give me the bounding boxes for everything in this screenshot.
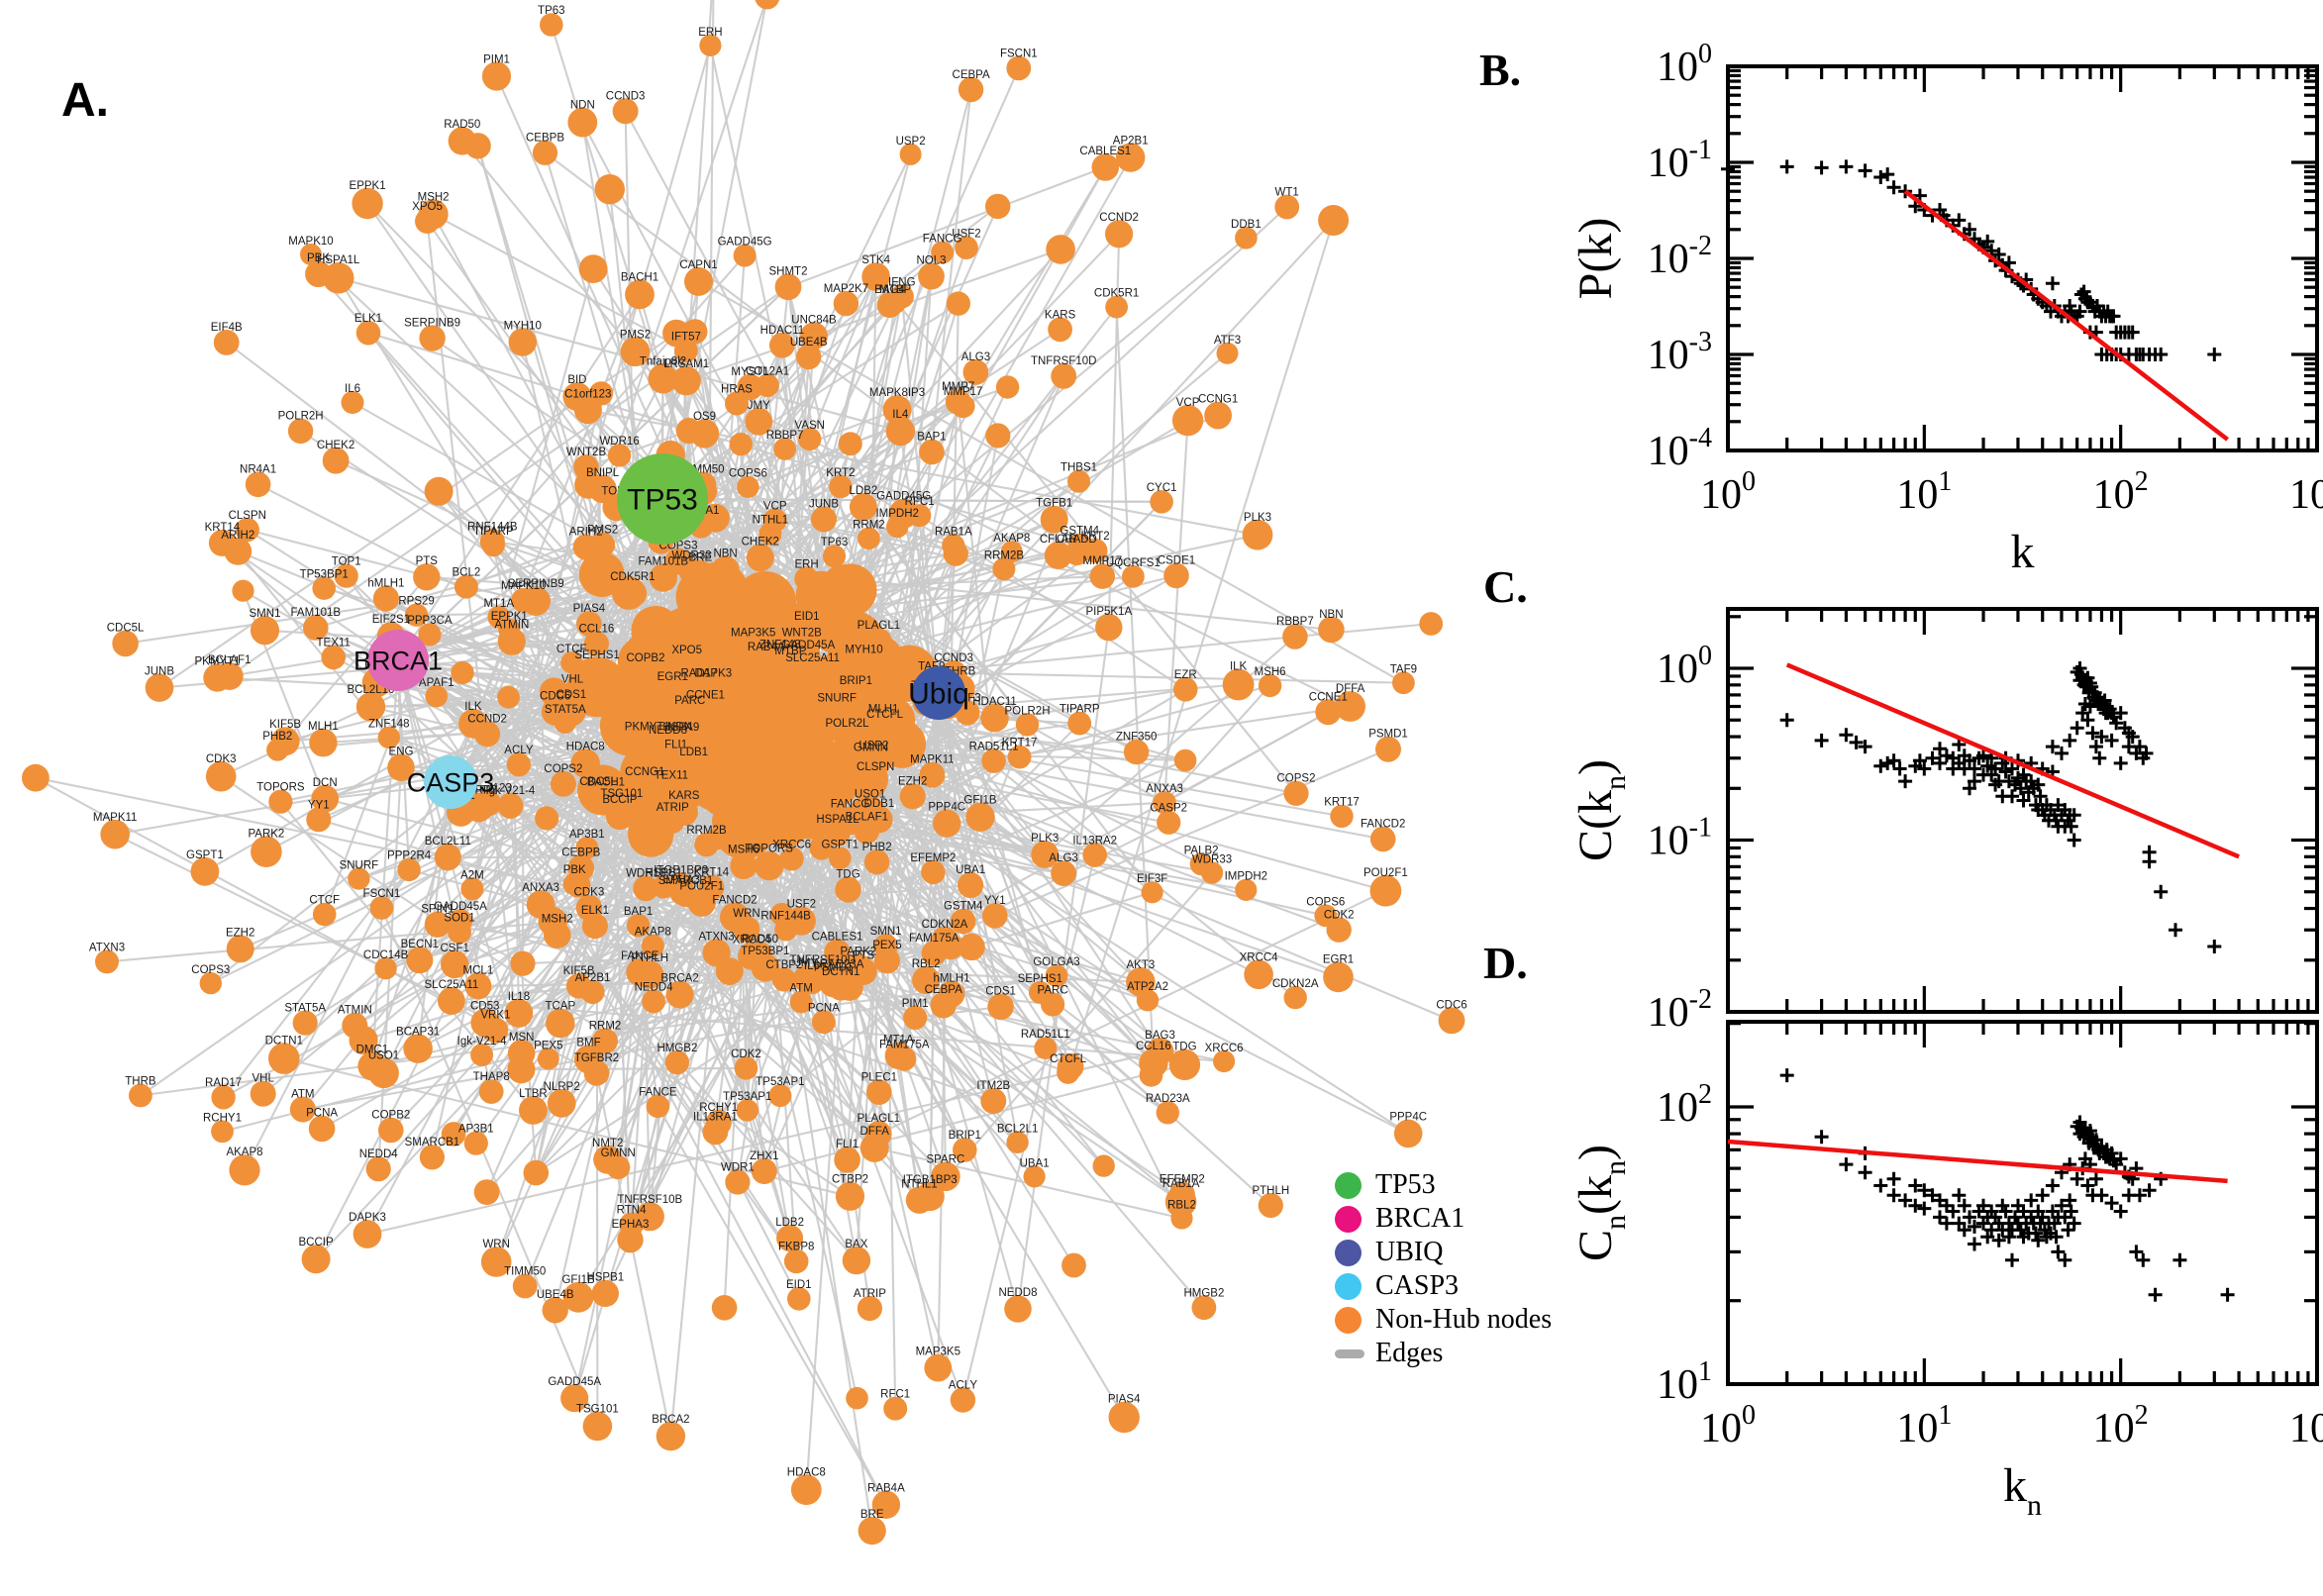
legend-item-label: CASP3 [1375,1270,1460,1301]
tick-label: 10-1 [1648,813,1712,864]
panel-label-c: C. [1483,561,1528,612]
hub-brca1-circle [367,630,429,691]
legend-item-brca1: BRCA1 [1335,1202,1592,1236]
network-nodes [22,0,1465,1546]
legend-item-nonhub: Non-Hub nodes [1335,1303,1592,1337]
tick-label: 102 [1657,1079,1712,1131]
legend-item-tp53: TP53 [1335,1168,1592,1202]
tick-label: 100 [1657,39,1712,90]
fit-line [1727,1139,2228,1184]
tick-label: 10-4 [1648,423,1712,474]
legend-item-label: BRCA1 [1375,1203,1465,1234]
axis-title: P(k) [1569,218,1622,300]
panel-label-b: B. [1479,45,1522,95]
axis-title: kn [2003,1459,2042,1522]
tick-label: 10-2 [1648,984,1712,1036]
legend-item-edges: Edges [1335,1337,1592,1370]
protein-network-panel: TP53AP1HDAC11C1orf123PARCSEPHS1TEX11MT1A… [22,0,1467,1546]
tick-labels: 100 10-1 10-2 [1648,641,1712,1036]
axis-ticks [1726,64,2319,452]
legend: TP53 BRCA1 UBIQ CASP3 Non-Hub nodes Edge… [1335,1168,1592,1370]
tick-label: 101 [1657,1356,1712,1408]
tick-label: 102 [2093,1400,2149,1451]
panel-c: 100 10-1 10-2 C(kn) [1569,607,2319,1036]
tick-labels: 102101100101102103 [1657,1079,2323,1451]
data-points [1779,661,2222,953]
hub-tp53-label: TP53 [627,484,698,517]
panel-label-d: D. [1483,938,1528,988]
nonhub-dot-icon [1335,1306,1362,1334]
network-hubs: TP53 BRCA1 CASP3 Ubiq [354,453,969,809]
edge-line-icon [1335,1348,1364,1358]
hub-tp53-circle [617,453,708,545]
tick-label: 103 [2289,1400,2323,1451]
hub-tp53: TP53 [617,453,708,545]
plot-frame [1726,1020,2319,1386]
hub-casp3-label: CASP3 [407,767,495,797]
tick-label: 100 [1700,1400,1756,1451]
tick-label: 10-3 [1648,327,1712,378]
brca1-dot-icon [1335,1205,1362,1233]
axis-title: C(kn) [1569,759,1632,861]
tick-label: 100 [1700,466,1756,518]
panel-d: 102101100101102103knCn(kn) [1569,1020,2323,1522]
hub-casp3: CASP3 [407,755,495,809]
legend-item-casp3: CASP3 [1335,1269,1592,1303]
plot-frame [1726,64,2319,452]
axis-title: k [2011,526,2035,578]
casp3-dot-icon [1335,1272,1362,1300]
axis-title: Cn(kn) [1569,1145,1632,1261]
tp53-dot-icon [1335,1171,1362,1199]
legend-item-label: UBIQ [1375,1237,1444,1267]
fit-line [1903,189,2229,442]
tick-label: 10-1 [1648,135,1712,186]
legend-item-ubiq: UBIQ [1335,1236,1592,1269]
fit-line [1785,662,2240,859]
hub-ubiq-circle [912,666,965,720]
axis-ticks [1726,1022,2319,1386]
tick-label: 100 [1657,641,1712,692]
network-node-labels: TP53AP1HDAC11C1orf123PARCSEPHS1TEX11MT1A… [89,5,1467,1521]
hub-ubiq: Ubiq [908,666,969,720]
hub-casp3-circle [424,755,477,809]
tick-label: 101 [1896,1400,1952,1451]
tick-label: 102 [2093,466,2149,518]
legend-item-label: Edges [1375,1338,1444,1368]
legend-item-label: TP53 [1375,1169,1436,1200]
axis-ticks [1726,609,2319,1014]
data-points [1779,1068,2235,1302]
plot-frame [1726,607,2319,1014]
hub-brca1: BRCA1 [354,630,443,691]
ubiq-dot-icon [1335,1239,1362,1266]
tick-label: 103 [2289,466,2323,518]
hub-ubiq-label: Ubiq [908,678,969,711]
hub-brca1-label: BRCA1 [354,646,443,675]
tick-label: 10-2 [1648,231,1712,282]
tick-label: 101 [1896,466,1952,518]
data-points [1721,159,2222,361]
panel-label-a: A. [61,74,109,127]
legend-item-label: Non-Hub nodes [1375,1304,1553,1335]
